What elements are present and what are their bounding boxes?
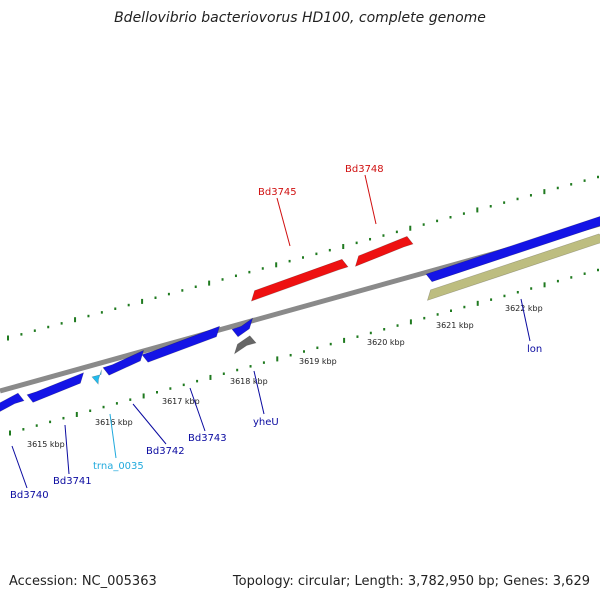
gene-label-Bd3740: Bd3740 xyxy=(10,490,49,501)
gene-Bd3743 xyxy=(141,325,221,363)
scale-label: 3622 kbp xyxy=(505,304,543,313)
leader-line xyxy=(132,403,167,445)
scale-label: 3621 kbp xyxy=(436,321,474,330)
gene-label-yheU: yheU xyxy=(253,417,279,428)
gene-label-Bd3743: Bd3743 xyxy=(188,433,227,444)
gene-lon xyxy=(425,216,600,283)
leader-line xyxy=(364,174,377,225)
gene-label-Bd3742: Bd3742 xyxy=(146,446,185,457)
scale-label: 3616 kbp xyxy=(95,418,133,427)
gene-Bd3742 xyxy=(102,349,145,376)
leader-line xyxy=(189,387,206,432)
scale-label: 3618 kbp xyxy=(230,377,268,386)
gene-small xyxy=(231,317,254,338)
gene-Bd3740 xyxy=(0,392,25,412)
leader-line xyxy=(253,370,265,415)
leader-line xyxy=(276,197,291,247)
scale-label: 3617 kbp xyxy=(162,397,200,406)
lower-tick-row xyxy=(9,268,599,436)
gene-label-Bd3741: Bd3741 xyxy=(53,476,92,487)
scale-label: 3620 kbp xyxy=(367,338,405,347)
gene-label-trna_0035: trna_0035 xyxy=(93,461,144,472)
gene-label-Bd3748: Bd3748 xyxy=(345,164,384,175)
gene-trna_0035 xyxy=(91,369,102,385)
feature-band xyxy=(426,233,600,301)
map-title: Bdellovibrio bacteriovorus HD100, comple… xyxy=(114,10,486,26)
leader-line xyxy=(11,445,28,489)
leader-line xyxy=(64,424,70,475)
leader-line xyxy=(520,298,531,342)
gene-label-lon: lon xyxy=(527,344,542,355)
genome-summary-text: Topology: circular; Length: 3,782,950 bp… xyxy=(232,574,590,589)
gene-Bd3741 xyxy=(26,372,85,403)
accession-text: Accession: NC_005363 xyxy=(9,574,157,589)
gene-Bd3748 xyxy=(354,236,414,267)
scale-label: 3619 kbp xyxy=(299,357,337,366)
gene-Bd3745 xyxy=(250,258,349,302)
gene-yheU xyxy=(233,335,257,355)
upper-tick-row xyxy=(7,175,599,341)
gene-label-Bd3745: Bd3745 xyxy=(258,187,297,198)
scale-label: 3615 kbp xyxy=(27,440,65,449)
leader-line xyxy=(109,413,117,459)
